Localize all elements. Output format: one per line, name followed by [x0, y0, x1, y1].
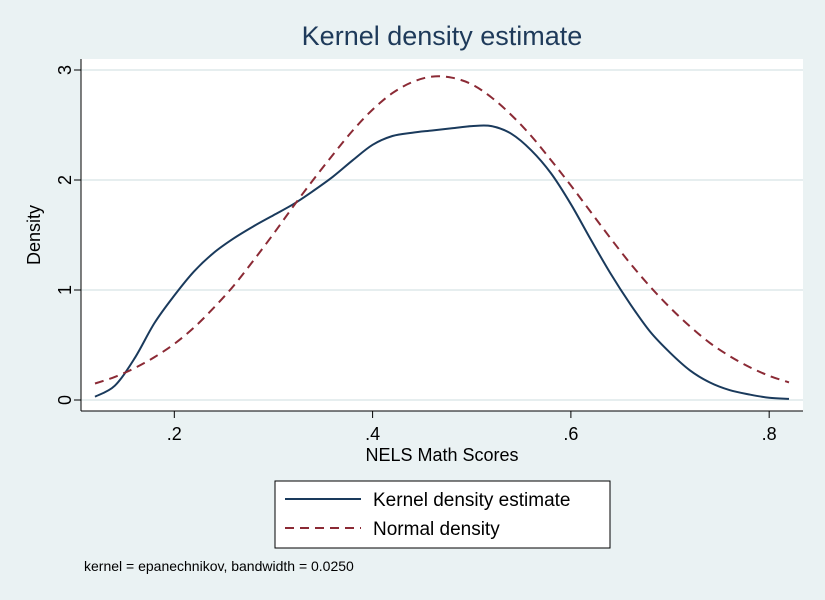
y-tick-label: 1: [55, 285, 75, 295]
x-tick-label: .6: [563, 424, 578, 444]
series-lines: [94, 75, 790, 400]
chart-title: Kernel density estimate: [302, 21, 583, 51]
x-tick-label: .4: [365, 424, 380, 444]
legend-box: [274, 480, 611, 549]
y-axis-ticks: 0 1 2 3: [55, 65, 81, 405]
kernel-note: kernel = epanechnikov, bandwidth = 0.025…: [84, 558, 354, 574]
x-axis-title: NELS Math Scores: [365, 445, 518, 465]
x-tick-label: .8: [762, 424, 777, 444]
legend: Kernel density estimate Normal density: [274, 480, 611, 549]
series-line-normal-density: [94, 75, 790, 385]
series-line-kernel-density: [94, 124, 790, 400]
y-axis-title: Density: [24, 205, 44, 265]
y-tick-label: 2: [55, 175, 75, 185]
legend-label-kernel: Kernel density estimate: [373, 490, 571, 511]
y-tick-label: 3: [55, 65, 75, 75]
plot-area: [81, 59, 803, 411]
gridlines: [81, 69, 803, 401]
legend-label-normal: Normal density: [373, 519, 500, 540]
x-axis-ticks: .2 .4 .6 .8: [167, 411, 777, 444]
x-tick-label: .2: [167, 424, 182, 444]
y-tick-label: 0: [55, 395, 75, 405]
